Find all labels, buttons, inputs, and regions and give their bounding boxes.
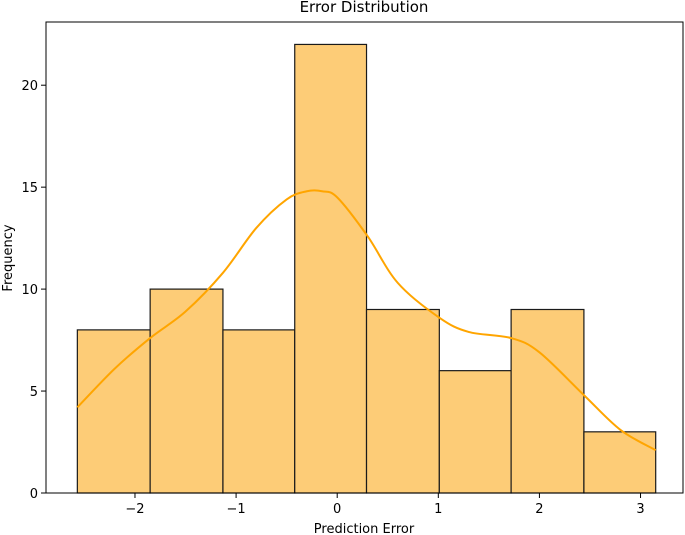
x-tick-label: −1 bbox=[227, 502, 246, 517]
x-tick-label: 2 bbox=[535, 502, 543, 517]
y-tick-label: 10 bbox=[21, 283, 38, 298]
plot-frame bbox=[45, 21, 684, 494]
chart-title: Error Distribution bbox=[300, 0, 429, 16]
histogram-bar-1 bbox=[76, 329, 151, 494]
y-tick-label: 0 bbox=[30, 487, 38, 502]
y-tick-label: 15 bbox=[21, 181, 38, 196]
histogram-bars bbox=[76, 43, 657, 494]
x-tick-label: −2 bbox=[125, 502, 144, 517]
histogram-bar-4 bbox=[294, 43, 368, 494]
y-tick-label: 5 bbox=[30, 385, 38, 400]
y-tick-label: 20 bbox=[21, 79, 38, 94]
histogram-bar-6 bbox=[438, 370, 512, 494]
histogram-bar-7 bbox=[510, 308, 585, 494]
kde-curve bbox=[76, 189, 657, 452]
histogram-bar-8 bbox=[583, 431, 657, 494]
x-tick-label: 1 bbox=[434, 502, 442, 517]
histogram-bar-2 bbox=[149, 288, 224, 494]
axes: −2 −1 0 1 2 3 0 5 10 15 20 bbox=[21, 21, 684, 517]
x-axis-label: Prediction Error bbox=[314, 522, 415, 535]
histogram-bar-3 bbox=[222, 329, 296, 494]
histogram-bar-5 bbox=[365, 308, 440, 494]
x-tick-label: 3 bbox=[636, 502, 644, 517]
x-tick-label: 0 bbox=[333, 502, 341, 517]
y-axis-label: Frequency bbox=[1, 224, 16, 291]
